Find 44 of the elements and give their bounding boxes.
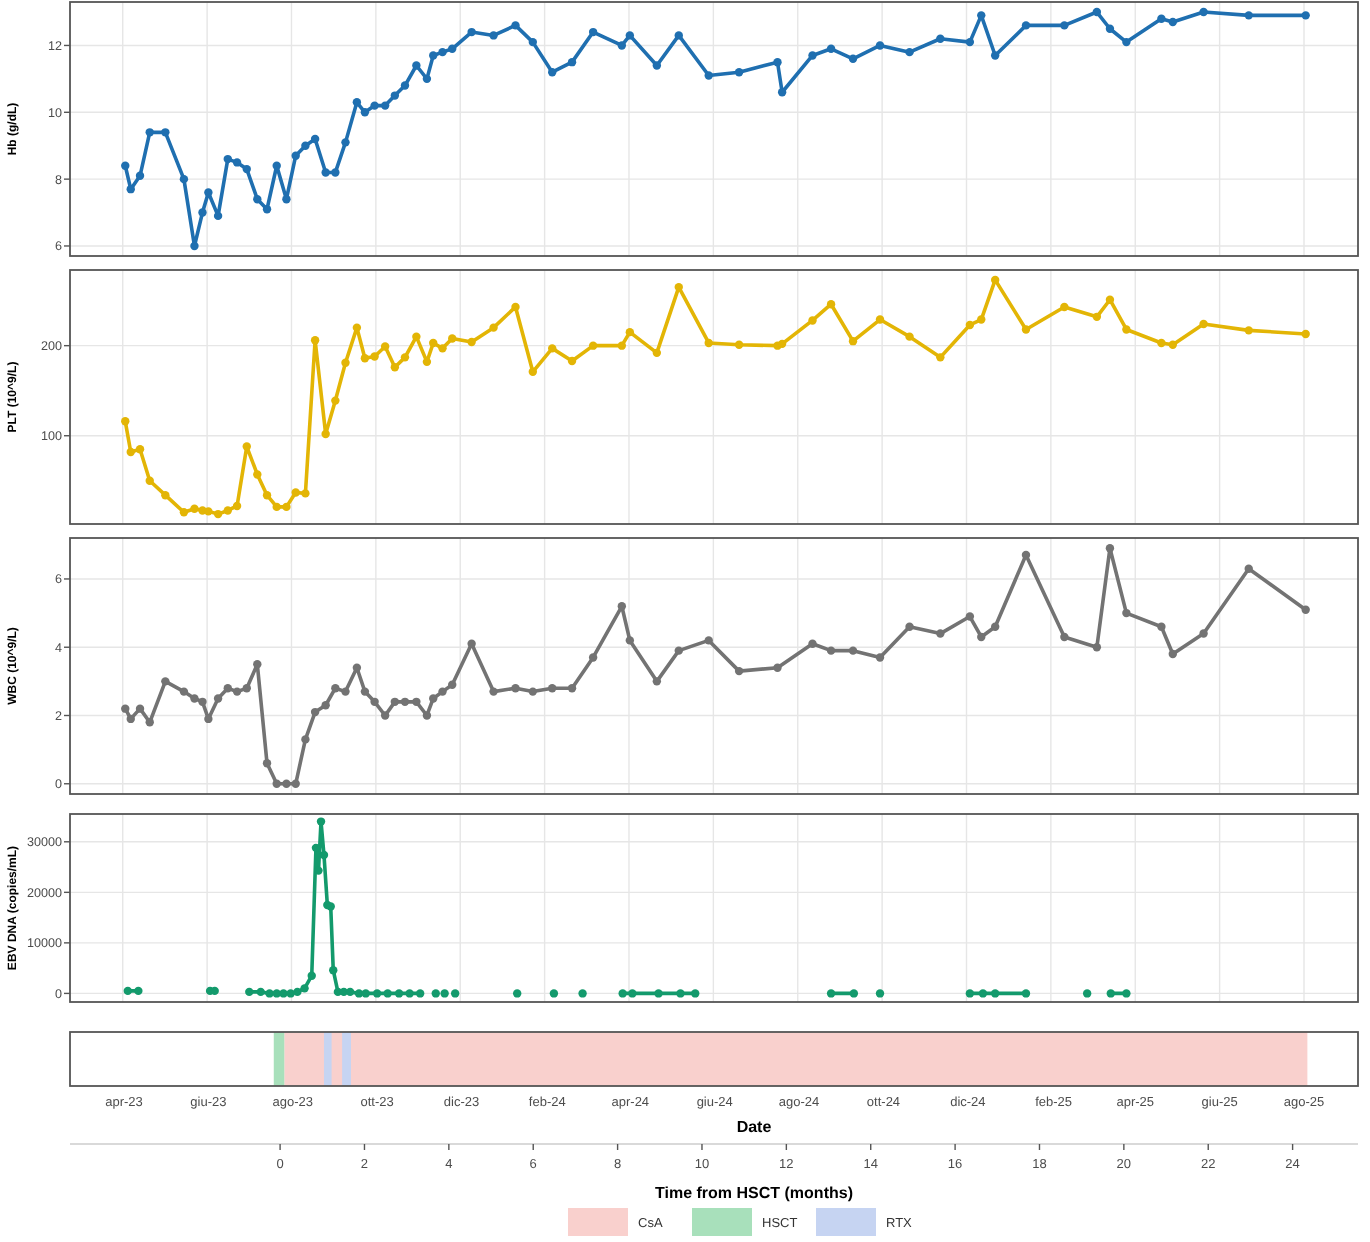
- point: [676, 989, 685, 998]
- point: [329, 965, 338, 975]
- point: [618, 989, 627, 998]
- point: [450, 989, 460, 998]
- point: [990, 989, 1000, 998]
- bar: [273, 1032, 285, 1086]
- point: [256, 987, 265, 997]
- point: [372, 989, 382, 998]
- point: [354, 989, 364, 998]
- point: [383, 989, 392, 998]
- point: [415, 989, 425, 998]
- point: [1122, 989, 1131, 998]
- point: [405, 989, 414, 998]
- point: [578, 989, 587, 998]
- point: [849, 989, 859, 998]
- point: [300, 984, 309, 993]
- bar: [342, 1032, 351, 1086]
- point: [394, 989, 404, 998]
- point: [875, 989, 885, 998]
- point: [691, 989, 700, 998]
- point: [549, 989, 559, 998]
- bar: [323, 1032, 332, 1086]
- point: [123, 986, 132, 996]
- point: [431, 989, 440, 998]
- point: [1082, 989, 1092, 998]
- point: [1021, 989, 1031, 998]
- point: [826, 989, 836, 998]
- point: [279, 989, 288, 998]
- point: [245, 987, 254, 997]
- point: [965, 989, 975, 998]
- point: [293, 987, 302, 997]
- x2-axis-title: Date: [736, 1118, 773, 1136]
- point: [654, 989, 663, 998]
- point: [307, 971, 316, 980]
- point: [361, 989, 370, 998]
- point: [134, 986, 143, 996]
- point: [316, 817, 326, 826]
- point: [1106, 989, 1115, 998]
- x-axis-title: Time from HSCT (months): [655, 1184, 854, 1202]
- point: [512, 989, 522, 998]
- point: [628, 989, 637, 998]
- point: [440, 989, 449, 998]
- point: [265, 989, 274, 998]
- point: [978, 989, 988, 998]
